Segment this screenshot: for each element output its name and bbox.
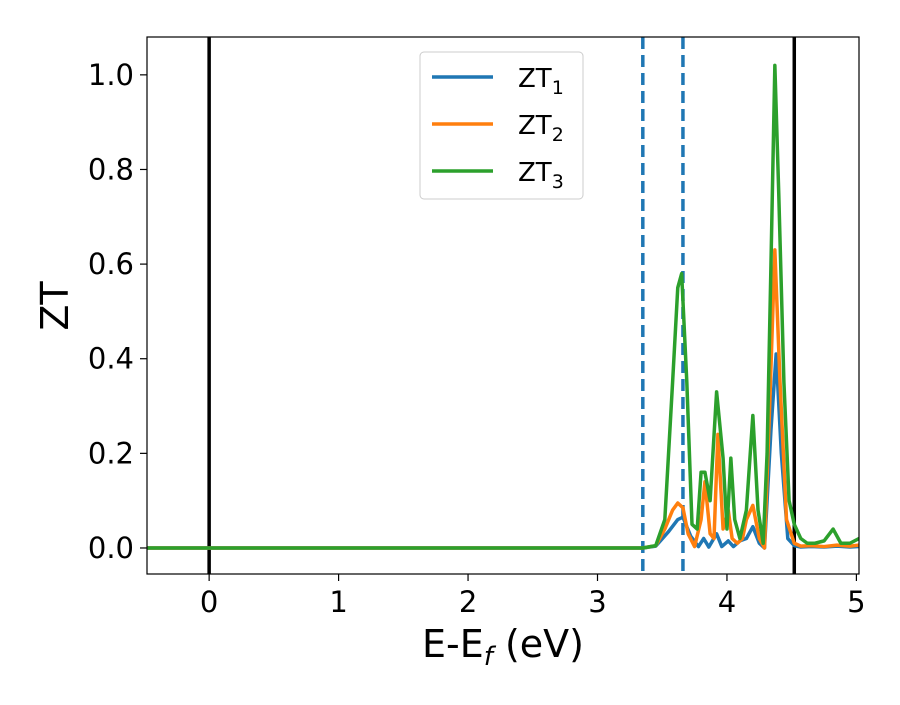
x-tick-label: 1 <box>329 585 347 619</box>
legend-label-zt1: ZT1 <box>518 64 564 99</box>
series-line-zt2 <box>147 248 859 550</box>
legend-label-zt2: ZT2 <box>518 111 564 146</box>
x-tick-label: 3 <box>588 585 606 619</box>
series-line-zt1 <box>147 352 859 550</box>
x-axis-ticks: 0 1 2 3 4 5 <box>200 574 866 619</box>
y-tick-label: 0.0 <box>88 531 134 565</box>
y-tick-label: 0.6 <box>88 247 134 281</box>
x-tick-label: 2 <box>459 585 477 619</box>
x-tick-label: 5 <box>847 585 865 619</box>
plot-frame <box>146 36 860 575</box>
y-axis-title: ZT <box>33 281 77 331</box>
x-axis-title-main: E-E <box>422 622 484 666</box>
legend: ZT1 ZT2 ZT3 <box>419 51 584 200</box>
y-tick-label: 0.2 <box>88 436 134 470</box>
y-tick-label: 0.4 <box>88 342 134 376</box>
y-tick-label: 0.8 <box>88 152 134 186</box>
x-axis-title: E-Ef (eV) <box>422 622 584 672</box>
x-axis-title-unit: (eV) <box>493 622 584 666</box>
legend-label-zt3: ZT3 <box>518 158 564 193</box>
legend-entries: ZT1 ZT2 ZT3 <box>432 64 564 193</box>
y-axis-ticks: 0.0 0.2 0.4 0.6 0.8 1.0 <box>88 58 147 565</box>
legend-box <box>419 51 584 200</box>
series-line-zt3 <box>147 63 859 550</box>
data-series <box>147 63 859 550</box>
y-tick-label: 1.0 <box>88 58 134 92</box>
x-tick-label: 4 <box>718 585 736 619</box>
x-tick-label: 0 <box>200 585 218 619</box>
vertical-reference-lines <box>207 37 797 574</box>
